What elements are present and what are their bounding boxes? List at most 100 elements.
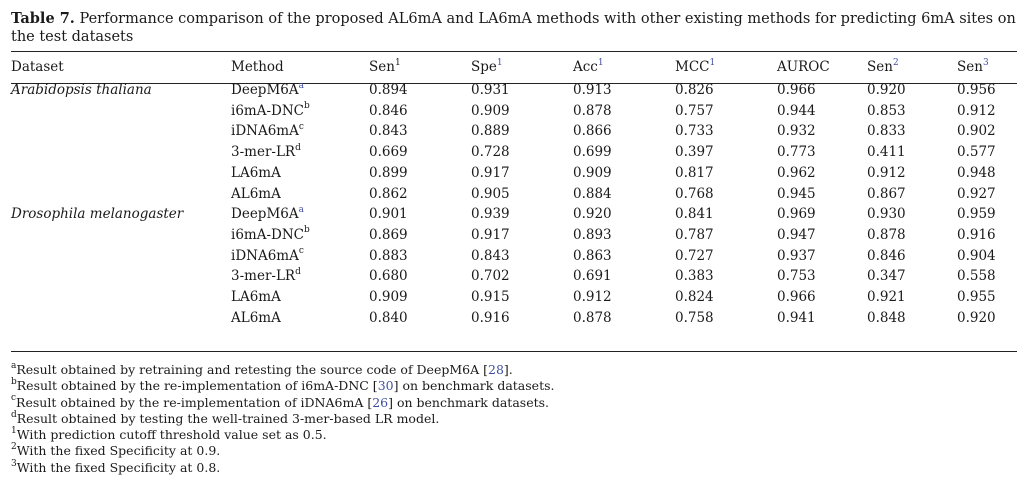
method-cell: LA6mA: [231, 163, 369, 184]
value-cell: 0.969: [777, 206, 816, 223]
table-row: AL6mA 0.862 0.905 0.884 0.768 0.945 0.867 0.927: [11, 184, 1017, 205]
value-cell: 0.846: [369, 102, 408, 119]
value-cell: 0.931: [471, 82, 510, 98]
table-row: 3-mer-LRd 0.680 0.702 0.691 0.383 0.753 0.347 0…: [11, 266, 1017, 287]
value-cell: 0.757: [675, 102, 714, 119]
column-header: Sen3: [957, 55, 1017, 80]
value-cell: 0.944: [777, 102, 816, 119]
value-cell: 0.680: [369, 268, 408, 285]
table-top-rule: [11, 51, 1017, 52]
column-header: AUROC: [777, 55, 867, 80]
value-cell: 0.878: [573, 102, 612, 119]
value-cell: 0.899: [369, 164, 408, 181]
column-header: Acc1: [573, 55, 675, 80]
method-cell: AL6mA: [231, 184, 369, 205]
table-row: i6mA-DNCb 0.869 0.917 0.893 0.787 0.947 0.878 0…: [11, 225, 1017, 246]
footnote-mark: 2: [11, 442, 17, 453]
method-name: i6mA-DNC: [231, 102, 304, 119]
value-cell: 0.733: [675, 123, 714, 140]
table-row: LA6mA 0.899 0.917 0.909 0.817 0.962 0.912 0.948: [11, 163, 1017, 184]
footnote: 3With the fixed Specificity at 0.8.: [11, 458, 1017, 476]
value-cell: 0.878: [867, 226, 906, 243]
value-cell: 0.411: [867, 144, 906, 161]
value-cell: 0.945: [777, 185, 816, 202]
footnote-text: Result obtained by the re-implementation…: [16, 378, 378, 394]
value-cell: 0.912: [867, 164, 906, 181]
footnote-text: With the fixed Specificity at 0.8.: [16, 459, 221, 475]
method-name: 3-mer-LR: [231, 268, 296, 285]
column-header-label: MCC: [675, 59, 710, 75]
method-cell: i6mA-DNCb: [231, 101, 369, 122]
column-header-footnote-mark: 1: [394, 57, 401, 68]
method-name: i6mA-DNC: [231, 226, 304, 243]
footnote-mark: 1: [11, 426, 17, 437]
value-cell: 0.917: [471, 164, 510, 181]
footnote-text-end: ].: [503, 362, 513, 377]
table-caption: Table 7. Performance comparison of the p…: [11, 10, 1021, 46]
value-cell: 0.863: [573, 247, 612, 264]
value-cell: 0.913: [573, 82, 612, 98]
method-footnote-mark: b: [303, 101, 310, 112]
dataset-cell: [11, 287, 231, 308]
value-cell: 0.753: [777, 268, 816, 285]
value-cell: 0.841: [675, 206, 714, 223]
table-row: iDNA6mAc 0.883 0.843 0.863 0.727 0.937 0.846 0.…: [11, 246, 1017, 267]
footnote-text-end: ] on benchmark datasets.: [393, 378, 555, 394]
value-cell: 0.768: [675, 185, 714, 202]
method-name: iDNA6mA: [231, 123, 299, 140]
value-cell: 0.869: [369, 226, 408, 243]
footnote: 1With prediction cutoff threshold value …: [11, 427, 1017, 443]
value-cell: 0.948: [957, 164, 996, 181]
value-cell: 0.727: [675, 247, 714, 264]
value-cell: 0.921: [867, 289, 906, 306]
table-row: 3-mer-LRd 0.669 0.728 0.699 0.397 0.773 0.411 0…: [11, 142, 1017, 163]
column-header-footnote-mark: 2: [892, 57, 899, 68]
table-bottom-rule: [11, 351, 1017, 352]
footnote-mark: a: [11, 360, 17, 371]
footnote-mark: c: [11, 393, 17, 404]
value-cell: 0.912: [573, 289, 612, 306]
value-cell: 0.889: [471, 123, 510, 140]
value-cell: 0.883: [369, 247, 408, 264]
method-cell: DeepM6Aa: [231, 80, 369, 101]
value-cell: 0.577: [957, 144, 996, 161]
value-cell: 0.915: [471, 289, 510, 306]
footnote-mark: d: [11, 409, 17, 420]
value-cell: 0.824: [675, 289, 714, 306]
value-cell: 0.669: [369, 144, 408, 161]
method-name: DeepM6A: [231, 206, 299, 223]
dataset-cell: [11, 163, 231, 184]
method-cell: DeepM6Aa: [231, 204, 369, 225]
table-row: LA6mA 0.909 0.915 0.912 0.824 0.966 0.921 0.955: [11, 287, 1017, 308]
value-cell: 0.916: [471, 309, 510, 326]
value-cell: 0.920: [957, 309, 996, 326]
value-cell: 0.905: [471, 185, 510, 202]
value-cell: 0.909: [369, 289, 408, 306]
value-cell: 0.939: [471, 206, 510, 223]
method-cell: iDNA6mAc: [231, 121, 369, 142]
method-cell: 3-mer-LRd: [231, 142, 369, 163]
dataset-cell: [11, 184, 231, 205]
dataset-cell: [11, 101, 231, 122]
method-name: iDNA6mA: [231, 247, 299, 264]
value-cell: 0.383: [675, 268, 714, 285]
column-header-label: AUROC: [777, 59, 830, 75]
column-header-label: Spe: [471, 59, 497, 75]
value-cell: 0.758: [675, 309, 714, 326]
value-cell: 0.937: [777, 247, 816, 264]
column-header: MCC1: [675, 55, 777, 80]
value-cell: 0.884: [573, 185, 612, 202]
method-footnote-mark: b: [303, 225, 310, 236]
method-cell: i6mA-DNCb: [231, 225, 369, 246]
footnote-reference: 28: [488, 362, 504, 377]
footnote-text: Result obtained by the re-implementation…: [16, 394, 373, 410]
footnote: aResult obtained by retraining and retes…: [11, 360, 1017, 378]
method-footnote-mark: a: [298, 80, 304, 91]
header-rule: [11, 83, 1017, 84]
value-cell: 0.843: [471, 247, 510, 264]
method-cell: iDNA6mAc: [231, 246, 369, 267]
value-cell: 0.916: [957, 226, 996, 243]
value-cell: 0.962: [777, 164, 816, 181]
footnote-mark: 3: [11, 458, 17, 469]
